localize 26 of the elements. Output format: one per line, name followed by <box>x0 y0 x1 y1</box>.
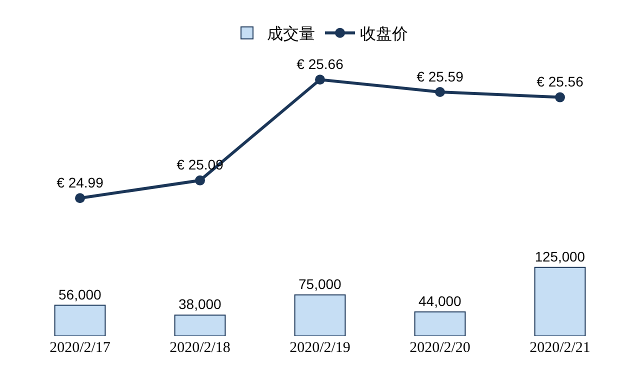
point <box>195 175 205 186</box>
data-label: € 25.56 <box>536 74 584 90</box>
bar <box>294 294 346 336</box>
data-label: € 25.59 <box>416 68 464 84</box>
bar <box>534 266 586 336</box>
point <box>315 74 325 85</box>
data-label: € 24.99 <box>56 174 104 190</box>
x-tick-label: 2020/2/20 <box>410 340 470 356</box>
legend-label: 收盘价 <box>360 26 408 44</box>
x-tick-label: 2020/2/18 <box>170 340 230 356</box>
legend-label: 成交量 <box>267 25 315 44</box>
data-label: 38,000 <box>178 296 222 312</box>
point <box>75 193 85 204</box>
bar <box>414 311 466 336</box>
bar <box>174 314 226 336</box>
data-label: 75,000 <box>298 276 342 292</box>
data-label: 56,000 <box>58 286 102 302</box>
x-tick-label: 2020/2/17 <box>50 340 111 356</box>
x-tick-label: 2020/2/19 <box>290 340 350 356</box>
point <box>435 87 445 97</box>
bar <box>54 304 106 336</box>
point <box>555 92 565 102</box>
data-label: 125,000 <box>534 248 586 264</box>
data-label: 44,000 <box>418 292 462 309</box>
x-tick-label: 2020/2/21 <box>530 340 590 356</box>
data-label: € 25.66 <box>296 56 344 72</box>
